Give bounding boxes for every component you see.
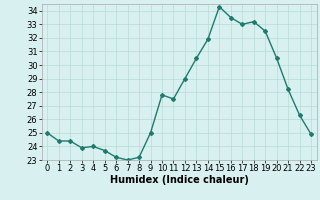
X-axis label: Humidex (Indice chaleur): Humidex (Indice chaleur) (110, 175, 249, 185)
